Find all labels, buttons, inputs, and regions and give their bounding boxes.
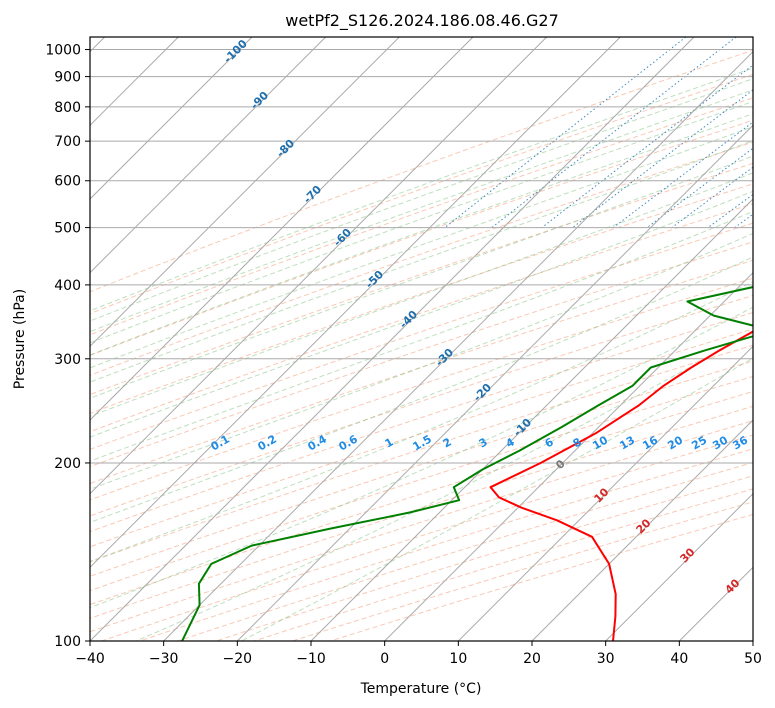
dry-adiabat [90,344,753,563]
dry-adiabat [90,328,753,548]
isotherm-grid-line [384,271,753,641]
x-axis: −40 −30 −20 −10 0 10 20 30 40 50 [75,641,762,667]
dry-adiabat [139,448,753,641]
x-tick-label: −30 [149,651,179,667]
moist-adiabat [90,232,753,490]
x-tick-label: −10 [296,651,326,667]
y-tick-label: 700 [54,134,81,150]
dry-adiabat [90,277,753,501]
grid-lines [90,37,753,641]
mixing-ratio-line [541,64,753,228]
isotherm-grid-line [90,37,548,495]
dry-adiabat [90,222,753,450]
y-tick-label: 600 [54,174,81,190]
dry-adiabat [90,183,753,414]
y-tick-label: 400 [54,278,81,294]
moist-adiabat [90,281,753,563]
y-axis-title: Pressure (hPa) [12,289,28,389]
x-tick-label: 40 [670,651,688,667]
isotherm-grid-line [531,419,753,641]
mixing-ratio-line [444,37,687,228]
isotherm-grid-line [90,37,695,641]
dry-adiabat [90,97,753,336]
x-tick-label: 10 [449,651,467,667]
profile-lines [181,286,753,641]
dry-adiabat [90,420,753,633]
profile-line-2 [181,286,753,641]
isotherm-grid-line [90,37,327,274]
isotherm-grid-line [457,345,753,641]
background-lines [90,37,753,641]
y-tick-label: 200 [54,456,81,472]
dry-adiabat [90,360,753,577]
moist-adiabat [90,306,753,609]
moist-adiabat [90,172,753,417]
chart-title: wetPf2_S126.2024.186.08.46.G27 [285,11,559,31]
profile-line-1 [489,330,753,641]
y-tick-label: 1000 [45,43,81,59]
dry-adiabat [101,434,753,641]
dry-adiabat [90,141,753,376]
y-tick-label: 300 [54,352,81,368]
isotherm-grid-line [90,37,400,348]
x-tick-label: −40 [75,651,105,667]
dry-adiabat [215,475,753,641]
x-tick-label: 0 [380,651,389,667]
plot-frame [89,36,754,642]
dry-adiabat [90,311,753,533]
isotherm-grid-line [90,37,474,421]
isotherm-grid-line [605,492,753,641]
moist-adiabat [90,100,753,344]
x-tick-label: 50 [744,651,762,667]
moist-adiabat [241,357,753,641]
dry-adiabat [90,241,753,468]
y-tick-label: 500 [54,221,81,237]
dry-adiabat [90,259,753,485]
moist-adiabat [90,256,753,523]
y-tick-label: 900 [54,70,81,86]
mixing-ratio-line [612,121,753,228]
y-tick-label: 800 [54,100,81,116]
y-axis: 1000 900 800 700 600 500 400 300 200 100 [45,43,90,650]
isotherm-grid-line [90,37,621,569]
isotherm-grid-line [310,198,753,641]
dry-adiabat [90,119,753,356]
dry-adiabat [177,461,753,641]
y-tick-label: 100 [54,634,81,650]
moist-adiabat [90,155,753,399]
x-axis-title: Temperature (°C) [360,681,482,697]
moist-adiabat [90,190,753,438]
isotherm-grid-line [90,37,253,200]
isotherm-grid-line [163,50,753,641]
x-tick-label: −20 [223,651,253,667]
moist-adiabat [90,210,753,462]
x-tick-label: 30 [597,651,615,667]
isotherm-grid-line [236,124,753,641]
x-tick-label: 20 [523,651,541,667]
